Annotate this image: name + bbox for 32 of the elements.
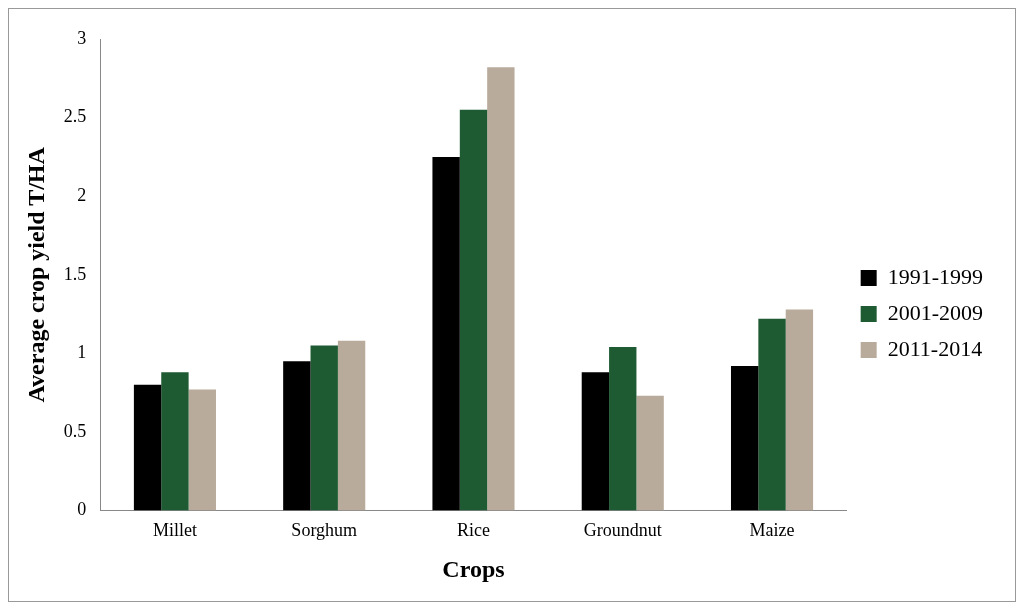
x-tick-label: Groundnut (583, 520, 662, 541)
y-tick-label: 0 (77, 499, 87, 520)
bar (161, 372, 189, 511)
x-tick-label: Rice (456, 520, 490, 541)
y-tick-label: 1 (77, 342, 87, 363)
bar (785, 309, 814, 511)
y-axis-title: Average crop yield T/HA (22, 146, 49, 403)
legend-label: 2011-2014 (887, 335, 983, 361)
bar (758, 318, 786, 511)
bar (337, 340, 366, 511)
legend-label: 2001-2009 (887, 299, 983, 325)
bar (133, 384, 162, 511)
bar (459, 109, 488, 511)
bar (188, 389, 216, 511)
y-tick-label: 3 (77, 27, 87, 48)
bar (636, 395, 664, 511)
x-tick-label: Sorghum (291, 520, 358, 541)
x-tick-label: Maize (749, 520, 795, 541)
y-tick-label: 2.5 (63, 106, 87, 127)
x-tick-label: Millet (152, 520, 197, 541)
y-tick-label: 1.5 (63, 263, 87, 284)
bar (581, 372, 610, 511)
bar (609, 347, 637, 511)
bar (730, 365, 759, 511)
bar (432, 156, 460, 511)
bar (283, 361, 311, 511)
bar (487, 67, 515, 511)
legend-label: 1991-1999 (887, 263, 983, 289)
y-tick-label: 2 (77, 184, 87, 205)
bar (310, 345, 338, 511)
y-tick-label: 0.5 (63, 420, 87, 441)
x-axis-title: Crops (442, 555, 505, 582)
